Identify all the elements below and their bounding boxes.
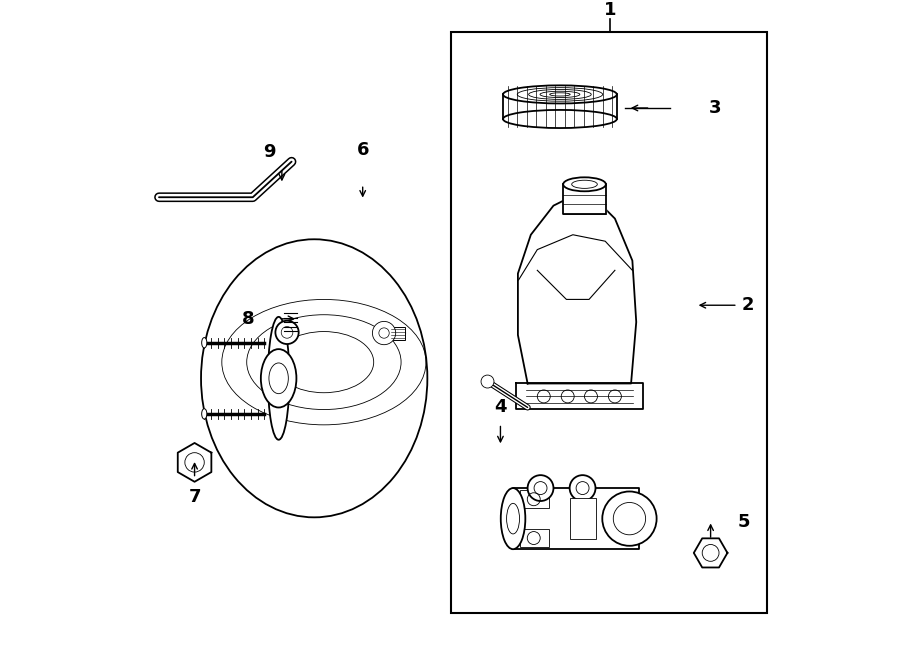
Bar [503,95,616,119]
Bar [519,529,549,547]
Text: 8: 8 [242,310,255,328]
Ellipse shape [269,363,288,394]
Ellipse shape [503,110,616,128]
Polygon shape [694,538,727,568]
Circle shape [275,321,299,344]
Text: 3: 3 [709,99,722,117]
Text: 7: 7 [188,488,201,506]
Text: 5: 5 [738,513,751,531]
Ellipse shape [503,85,616,104]
Ellipse shape [202,408,207,419]
Text: 4: 4 [494,399,507,416]
Text: 2: 2 [742,296,753,314]
Bar [519,490,549,508]
Text: 9: 9 [263,143,275,161]
Text: 6: 6 [356,141,369,159]
Bar [391,327,405,340]
Polygon shape [518,196,636,383]
Ellipse shape [563,177,606,191]
Polygon shape [178,443,212,482]
Ellipse shape [201,239,428,518]
Ellipse shape [268,317,290,440]
Bar [451,32,767,613]
Polygon shape [563,184,606,214]
Circle shape [602,492,657,546]
Ellipse shape [261,349,296,407]
Bar [570,498,596,539]
Ellipse shape [500,488,526,549]
Polygon shape [516,383,643,409]
Circle shape [373,321,396,344]
Circle shape [570,475,596,501]
Text: 1: 1 [604,1,617,19]
Circle shape [527,475,554,501]
Circle shape [481,375,494,388]
Ellipse shape [202,338,207,348]
Polygon shape [513,488,639,549]
